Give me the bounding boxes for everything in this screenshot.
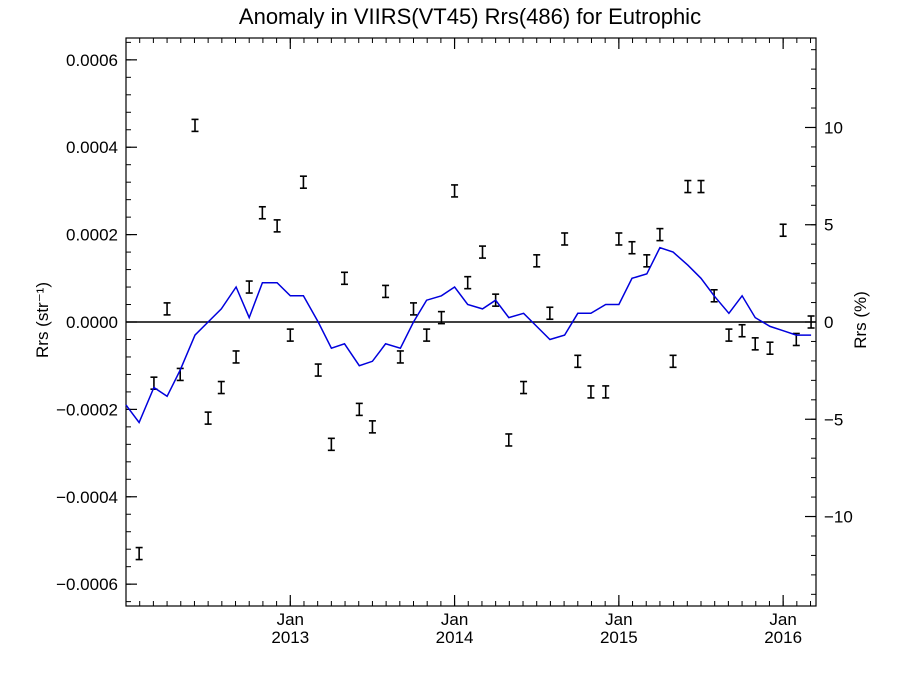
x-tick-label-year: 2014 bbox=[436, 628, 474, 647]
errorbar-point bbox=[725, 328, 733, 342]
x-tick-label-year: 2013 bbox=[271, 628, 309, 647]
y-left-tick-label: −0.0004 bbox=[56, 488, 118, 507]
x-tick-label-year: 2016 bbox=[764, 628, 802, 647]
y-left-tick-label: 0.0000 bbox=[66, 313, 118, 332]
errorbar-point bbox=[751, 337, 759, 351]
errorbar-point bbox=[273, 219, 281, 233]
x-tick-label-month: Jan bbox=[605, 610, 632, 629]
errorbar-point bbox=[163, 302, 171, 316]
errorbar-point bbox=[368, 420, 376, 434]
errorbar-point bbox=[520, 380, 528, 395]
x-tick-label-month: Jan bbox=[277, 610, 304, 629]
errorbar-point bbox=[135, 546, 143, 561]
errorbar-point bbox=[410, 302, 417, 316]
y-left-tick-label: −0.0006 bbox=[56, 575, 118, 594]
errorbar-point bbox=[464, 275, 472, 290]
y-right-tick-label: −10 bbox=[824, 508, 853, 527]
errorbar-point bbox=[505, 433, 513, 447]
errorbar-point bbox=[327, 437, 335, 452]
y-right-tick-label: 5 bbox=[824, 216, 833, 235]
errorbar-point bbox=[437, 310, 445, 325]
errorbar-point bbox=[779, 223, 787, 238]
errorbar-point bbox=[299, 175, 307, 189]
errorbar-point bbox=[669, 354, 677, 369]
running-mean-line bbox=[125, 246, 812, 424]
y-left-tick-label: 0.0004 bbox=[66, 138, 118, 157]
errorbar-point bbox=[766, 341, 774, 356]
errorbar-point bbox=[217, 380, 225, 395]
errorbar-point bbox=[561, 232, 569, 246]
errorbar-point bbox=[245, 280, 253, 294]
errorbar-point bbox=[341, 271, 348, 286]
y-axis-label-right: Rrs (%) bbox=[851, 291, 870, 349]
errorbar-point bbox=[697, 179, 705, 194]
x-tick-label-year: 2015 bbox=[600, 628, 638, 647]
y-right-tick-label: −5 bbox=[824, 410, 843, 429]
chart-title: Anomaly in VIIRS(VT45) Rrs(486) for Eutr… bbox=[239, 4, 701, 29]
y-axis-label-left: Rrs (str⁻¹) bbox=[33, 282, 52, 358]
errorbar-point bbox=[738, 323, 746, 338]
errorbar-point bbox=[191, 118, 199, 133]
errorbar-point bbox=[656, 227, 664, 242]
errorbar-point bbox=[643, 254, 651, 268]
errorbar-point bbox=[546, 306, 554, 321]
y-right-tick-label: 0 bbox=[824, 313, 833, 332]
y-right-tick-label: 10 bbox=[824, 118, 843, 137]
errorbar-point bbox=[684, 179, 692, 194]
errorbar-point bbox=[423, 328, 431, 342]
errorbar-point bbox=[232, 350, 240, 364]
x-tick-label-month: Jan bbox=[769, 610, 796, 629]
errorbar-point bbox=[396, 350, 404, 364]
y-left-tick-label: 0.0002 bbox=[66, 226, 118, 245]
errorbar-point bbox=[204, 411, 212, 425]
errorbar-point bbox=[587, 385, 595, 399]
errorbar-point bbox=[602, 385, 610, 399]
errorbar-point bbox=[258, 205, 266, 220]
errorbar-point bbox=[574, 354, 582, 369]
errorbar-point bbox=[628, 240, 636, 255]
x-tick-label-month: Jan bbox=[441, 610, 468, 629]
errorbar-point bbox=[314, 363, 322, 377]
errorbar-point bbox=[451, 184, 459, 198]
errorbar-point bbox=[382, 284, 390, 299]
y-left-tick-label: 0.0006 bbox=[66, 51, 118, 70]
errorbar-point bbox=[355, 402, 363, 417]
errorbar-point bbox=[807, 315, 815, 329]
errorbar-point bbox=[479, 245, 486, 259]
errorbar-point bbox=[615, 232, 623, 246]
y-left-tick-label: −0.0002 bbox=[56, 400, 118, 419]
errorbar-point bbox=[286, 328, 294, 342]
errorbar-point bbox=[533, 254, 541, 268]
